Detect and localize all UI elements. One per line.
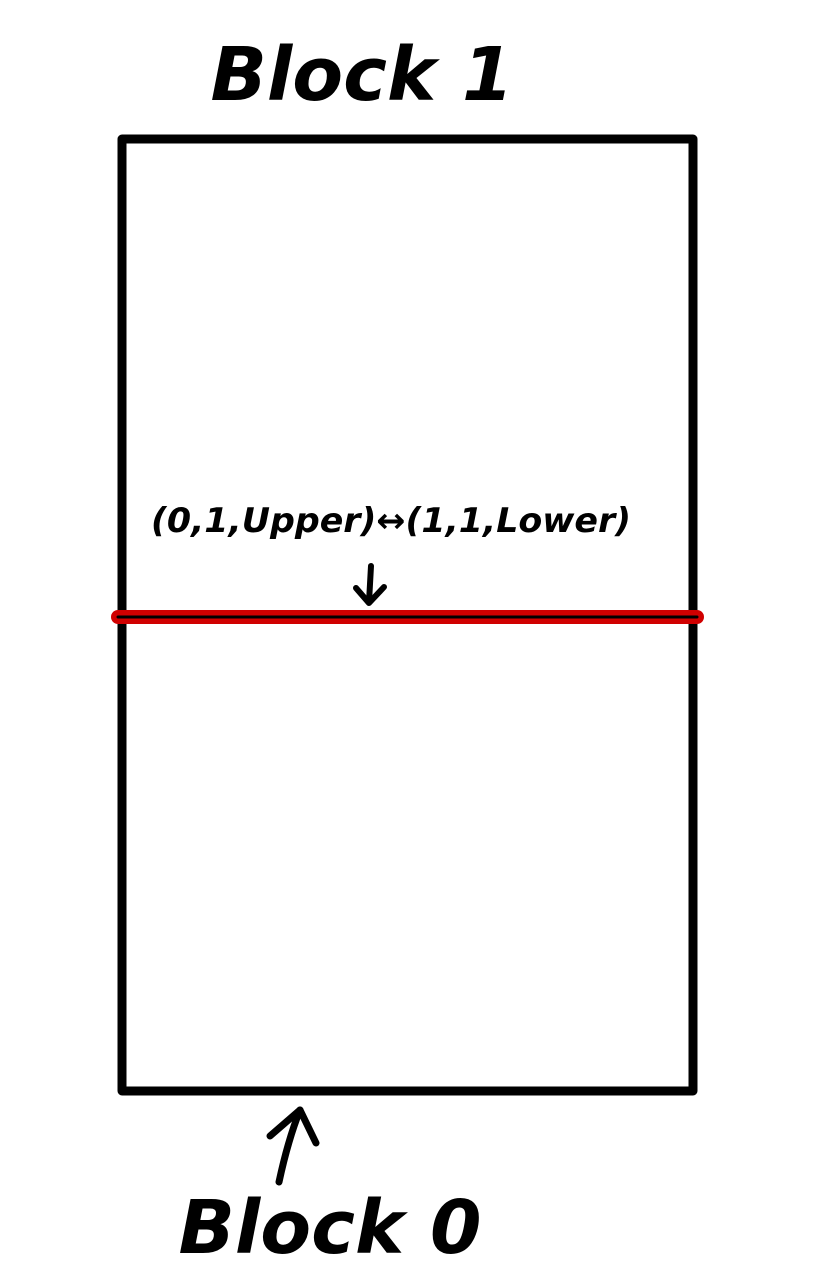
block-1-label: Block 1 <box>211 32 514 118</box>
block-0-arrow-icon <box>266 1106 320 1186</box>
block-0-label: Block 0 <box>179 1185 482 1271</box>
boundary-connection-label: (0,1,Upper)↔(1,1,Lower) <box>151 501 631 541</box>
boundary-arrow-icon <box>353 563 387 606</box>
